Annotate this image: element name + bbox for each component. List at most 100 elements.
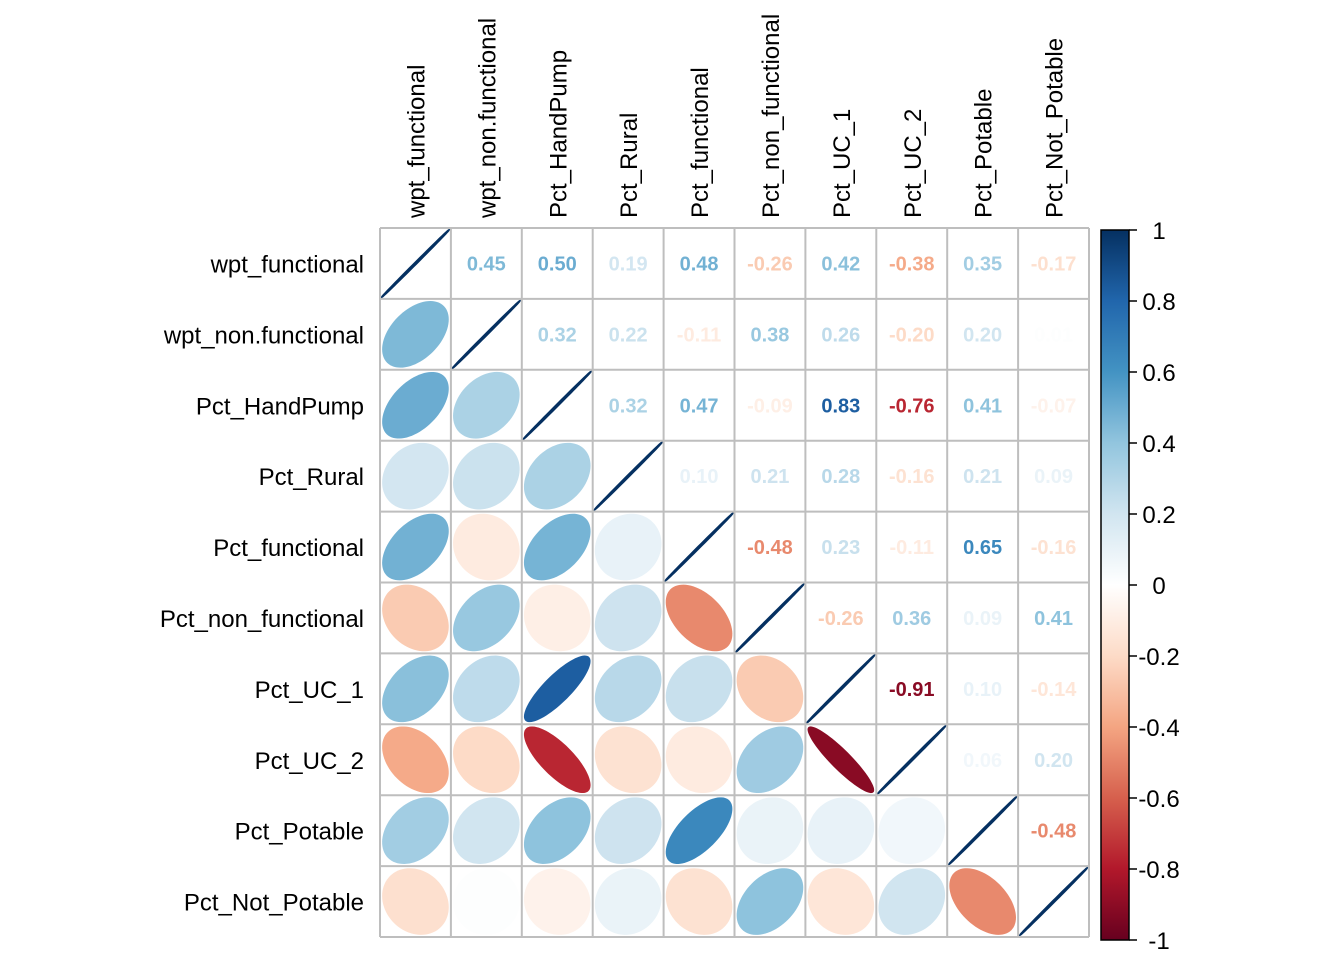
column-label: wpt_non.functional [474,18,501,219]
cell-Pct_UC_1-Pct_functional [665,655,733,723]
cell-Pct_functional-wpt_non.functional [453,513,520,581]
cell-Pct_Potable-Pct_UC_2 [878,797,946,864]
correlation-ellipse [736,797,804,864]
cell-wpt_non.functional-Pct_HandPump: 0.32 [538,324,577,346]
column-labels: wpt_functional wpt_non.functional Pct_Hand… [403,14,1068,219]
cell-Pct_Not_Potable-Pct_UC_2 [878,868,946,935]
cell-Pct_Potable-wpt_non.functional [453,797,520,864]
matrix-grid [379,227,1090,938]
cell-wpt_functional-Pct_HandPump: 0.50 [538,253,577,275]
correlation-value: 0.21 [963,466,1002,488]
correlation-ellipse [382,655,449,723]
cell-Pct_UC_1-Pct_Rural [594,655,662,723]
cell-Pct_functional-Pct_Not_Potable: -0.16 [1031,537,1077,559]
cell-Pct_Not_Potable-Pct_Rural [594,868,662,935]
cell-Pct_Not_Potable-Pct_functional [665,868,733,935]
column-label: Pct_HandPump [545,50,572,218]
column-label: Pct_UC_1 [829,109,856,218]
cell-Pct_UC_2-Pct_Potable: 0.06 [963,750,1002,772]
correlation-ellipse [594,584,662,652]
correlation-ellipse [594,797,662,864]
colorbar-tick-label: 0.8 [1142,289,1175,316]
correlation-ellipse [453,726,520,794]
correlation-value: 0.10 [680,466,719,488]
cell-Pct_HandPump-Pct_Not_Potable: -0.07 [1031,395,1077,417]
cell-Pct_Rural-Pct_Not_Potable: 0.09 [1034,466,1073,488]
correlation-ellipse [736,655,804,723]
correlation-value: 0.09 [963,608,1002,630]
correlation-value: 0.48 [680,253,719,275]
correlation-ellipse [594,655,662,723]
cell-Pct_UC_1-Pct_Potable: 0.10 [963,679,1002,701]
column-label: Pct_functional [687,67,714,218]
correlation-value: -0.14 [1031,679,1077,701]
row-label: Pct_HandPump [196,393,364,420]
colorbar-tick-label: 0.2 [1142,502,1175,529]
cell-Pct_Potable-Pct_HandPump [523,797,591,864]
correlation-ellipse [807,797,875,864]
cell-Pct_Not_Potable-wpt_functional [382,868,449,935]
cell-wpt_functional-Pct_Rural: 0.19 [609,253,648,275]
row-label: Pct_UC_1 [255,677,364,704]
correlation-value: -0.38 [889,253,935,275]
cell-Pct_HandPump-Pct_UC_2: -0.76 [889,395,935,417]
cell-wpt_functional-Pct_UC_2: -0.38 [889,253,935,275]
correlation-ellipse [453,584,520,652]
cell-Pct_Potable-Pct_non_functional [736,797,804,864]
correlation-ellipse [453,513,520,581]
correlation-value: -0.11 [890,537,934,559]
cell-Pct_Not_Potable-wpt_non.functional [453,868,520,935]
colorbar-gradient [1100,229,1130,941]
diagonal-line [805,653,876,724]
correlation-value: 0.42 [821,253,860,275]
cell-Pct_Rural-Pct_Rural [593,441,664,512]
cell-Pct_functional-Pct_non_functional: -0.48 [747,537,793,559]
correlation-ellipse [453,655,520,723]
cell-Pct_UC_1-wpt_functional [382,655,449,723]
cell-Pct_functional-Pct_UC_1: 0.23 [821,537,860,559]
correlation-ellipse [382,301,449,368]
cell-wpt_non.functional-Pct_UC_2: -0.20 [889,324,935,346]
cell-Pct_Potable-Pct_Potable [947,795,1018,866]
cell-Pct_Potable-Pct_UC_1 [807,797,875,864]
cell-Pct_non_functional-Pct_Potable: 0.09 [963,608,1002,630]
cell-Pct_Potable-Pct_functional [665,797,733,864]
correlation-ellipse [594,868,662,935]
row-labels: wpt_functional wpt_non.functional Pct_Hand… [160,251,364,916]
cell-Pct_HandPump-Pct_Potable: 0.41 [963,395,1002,417]
cell-Pct_non_functional-Pct_functional [665,584,733,652]
correlation-ellipse [807,726,875,794]
cell-Pct_non_functional-wpt_non.functional [453,584,520,652]
column-label: Pct_UC_2 [900,109,927,218]
correlation-ellipse [736,726,804,794]
colorbar-tick-label: -0.8 [1138,857,1179,884]
cell-wpt_non.functional-wpt_non.functional [451,299,522,370]
cell-Pct_non_functional-Pct_UC_1: -0.26 [818,608,864,630]
row-label: Pct_Potable [235,819,364,846]
diagonal-line [1018,866,1089,937]
correlation-ellipse [665,584,733,652]
cell-Pct_Rural-Pct_UC_1: 0.28 [821,466,860,488]
cell-Pct_UC_2-Pct_Rural [594,726,662,794]
cell-Pct_non_functional-Pct_UC_2: 0.36 [892,608,931,630]
cell-Pct_Potable-Pct_Rural [594,797,662,864]
cell-Pct_non_functional-Pct_Rural [594,584,662,652]
correlation-value: 0.41 [1034,608,1073,630]
cell-Pct_UC_2-Pct_UC_2 [876,724,947,795]
cell-wpt_functional-Pct_Not_Potable: -0.17 [1031,253,1077,275]
cell-Pct_Rural-Pct_HandPump [523,442,591,510]
correlation-value: -0.16 [889,466,935,488]
cell-Pct_UC_1-Pct_UC_2: -0.91 [889,679,935,701]
diagonal-line [522,370,593,441]
correlation-value: -0.11 [677,324,721,346]
cell-Pct_Rural-wpt_functional [382,442,449,510]
correlation-value: 0.45 [467,253,506,275]
correlation-value: 0.23 [821,537,860,559]
diagonal-line [876,724,947,795]
correlation-value: 0.19 [609,253,648,275]
cell-Pct_UC_1-Pct_UC_1 [805,653,876,724]
colorbar-tick-label: -0.2 [1138,644,1179,671]
correlation-value: 0.09 [1034,466,1073,488]
correlation-ellipse [382,513,449,581]
